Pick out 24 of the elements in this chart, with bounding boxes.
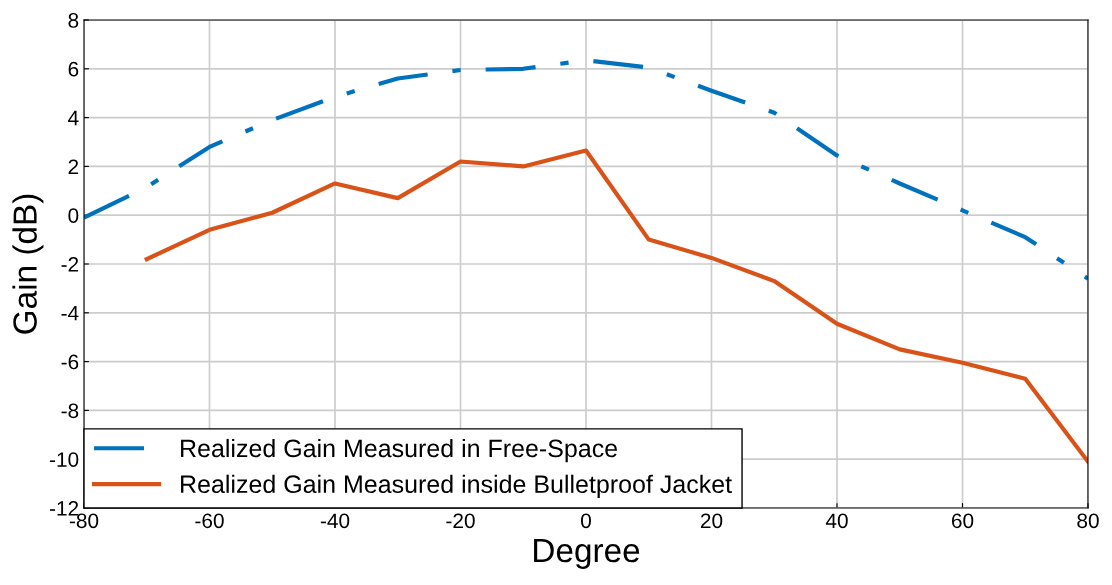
x-tick-label: -40 bbox=[320, 513, 350, 529]
x-tick-label: -20 bbox=[446, 513, 475, 529]
y-axis-title: Gain (dB) bbox=[12, 194, 44, 334]
y-tick-label: 6 bbox=[68, 61, 79, 77]
y-tick-label: -4 bbox=[61, 306, 79, 321]
legend-label: Realized Gain Measured in Free-Space bbox=[181, 438, 617, 463]
y-tick-label: 0 bbox=[68, 208, 79, 223]
x-tick-label: 20 bbox=[700, 513, 723, 529]
y-tick-label: -8 bbox=[61, 403, 79, 419]
x-tick-label: 80 bbox=[1077, 513, 1099, 529]
y-tick-label: 8 bbox=[68, 13, 79, 28]
line-series bbox=[144, 148, 1088, 464]
y-tick-label: -10 bbox=[49, 452, 79, 467]
legend-label: Realized Gain Measured inside Bulletproof Jacket bbox=[181, 474, 732, 498]
x-axis-title: Degree bbox=[534, 539, 640, 569]
x-tick-label: 0 bbox=[581, 513, 591, 529]
x-tick-label: 60 bbox=[951, 513, 974, 529]
x-tick-label: 40 bbox=[825, 513, 848, 529]
y-tick-label: -6 bbox=[61, 354, 79, 370]
x-tick-label: -60 bbox=[195, 513, 224, 529]
line-series bbox=[84, 58, 1088, 281]
y-tick-label: -2 bbox=[61, 257, 79, 272]
y-tick-label: 4 bbox=[68, 110, 79, 126]
y-tick-label: 2 bbox=[68, 159, 79, 174]
